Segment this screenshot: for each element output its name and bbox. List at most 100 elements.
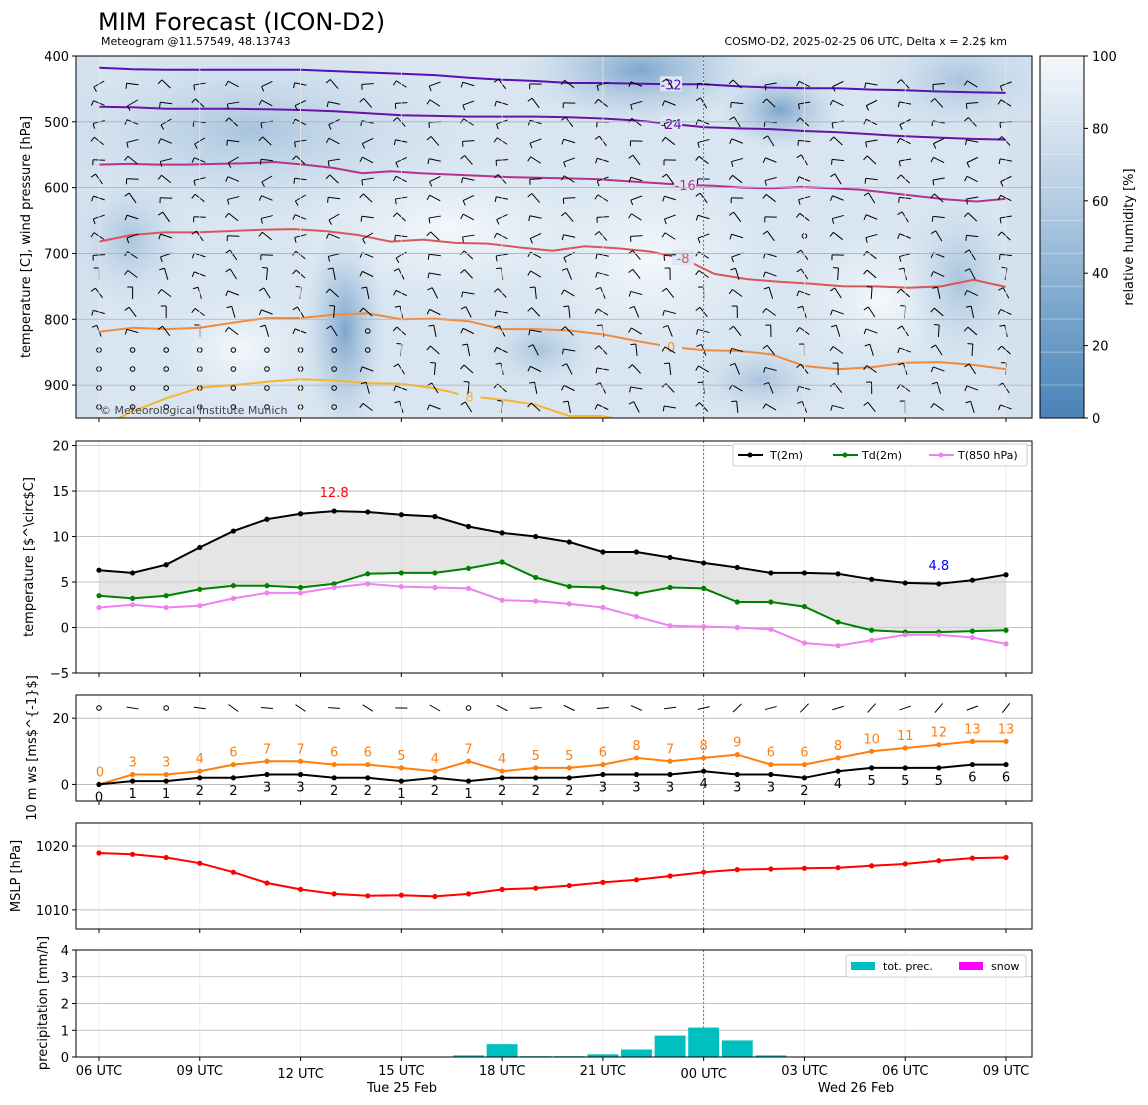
- series-point-0: [365, 509, 371, 515]
- wind-barb: [224, 326, 239, 336]
- wind-barb: [226, 305, 236, 318]
- wind-barb-flag: [796, 290, 800, 297]
- wind-barb: [863, 214, 878, 220]
- panel-temperature-yticks: −5 0 5 10 15 20: [50, 440, 76, 682]
- wind-barb: [830, 173, 842, 185]
- wind-barb: [763, 381, 774, 394]
- wind-barb-shaft: [765, 308, 776, 316]
- wind-barb-calm: [129, 404, 136, 410]
- mean-wind-point: [633, 771, 640, 778]
- wind-barb: [224, 212, 239, 222]
- precip-bar: [755, 1055, 787, 1057]
- wind-barb-flag: [796, 117, 801, 123]
- wind-barb-flag: [998, 404, 1001, 411]
- wind-barb-shaft: [462, 177, 475, 181]
- isotherm-label-bg: [674, 177, 697, 193]
- wind-barb-shaft: [162, 211, 171, 223]
- mslp-point: [197, 860, 203, 866]
- wind-barb: [461, 291, 475, 298]
- wind-barb-shaft: [937, 324, 940, 338]
- wind-barb: [863, 192, 876, 204]
- wind-barb-shaft: [932, 82, 945, 86]
- wind-barb-shaft: [464, 155, 473, 165]
- wind-barb-shaft: [734, 363, 740, 375]
- wind-barb-flag: [560, 175, 565, 181]
- wind-barb: [831, 214, 844, 224]
- gust-label: 3: [162, 756, 170, 771]
- wind-barb: [529, 286, 537, 300]
- wind-barb-shaft: [531, 97, 540, 109]
- wind-barb-flag: [560, 289, 565, 295]
- series-line-0: [98, 510, 1007, 585]
- wind-barb-flag: [527, 251, 531, 258]
- wind-barb-calm: [129, 366, 136, 372]
- mean-wind-point: [499, 775, 505, 781]
- wind-barb-flag: [359, 193, 364, 199]
- wind-barb: [124, 155, 138, 165]
- wind-barb-flag: [762, 230, 768, 235]
- wind-barb-flag: [696, 343, 702, 347]
- wind-barb-shaft: [362, 402, 373, 412]
- wind-barb-calm: [230, 385, 237, 391]
- series-line-1: [98, 560, 1007, 634]
- wind-barb: [629, 386, 643, 393]
- wind-barb-flag: [258, 231, 263, 237]
- wind-barb-flag: [494, 196, 497, 203]
- wind-barb-shaft: [933, 137, 945, 145]
- wind-barb-shaft: [127, 155, 138, 165]
- wind-barb: [360, 381, 370, 394]
- isotherm-label-bg: [458, 388, 481, 404]
- wind-barb: [561, 267, 573, 280]
- wind-barb-shaft: [264, 325, 270, 337]
- wind-barb: [461, 343, 471, 356]
- wind-barb-flag: [997, 195, 1002, 201]
- isotherm-layer: -32-24-16-808: [98, 66, 1007, 418]
- wind-barb-shaft: [261, 195, 273, 201]
- wind-barb-shaft: [832, 99, 844, 107]
- surface-barb: [732, 703, 742, 713]
- wind-barb-shaft: [731, 101, 744, 105]
- wind-barb: [325, 174, 339, 184]
- wind-barb-shaft: [966, 290, 979, 296]
- wind-barb-flag: [560, 212, 566, 217]
- wind-barb-flag: [932, 286, 938, 289]
- wind-barb-shaft: [328, 137, 340, 145]
- wind-barb-flag: [325, 137, 330, 144]
- wind-barb-shaft: [664, 309, 676, 315]
- wind-barb-shaft: [967, 212, 978, 222]
- wind-barb-shaft: [462, 213, 475, 221]
- wind-barb: [661, 136, 676, 146]
- temperature-legend: T(2m) Td(2m) T(850 hPa): [732, 443, 1028, 467]
- wind-barb: [126, 233, 139, 244]
- wind-barb-flag: [393, 175, 397, 182]
- mslp-point: [465, 891, 472, 897]
- colorbar-tick-label: 80: [1092, 122, 1109, 137]
- wind-barb: [964, 290, 979, 296]
- wind-barb-flag: [695, 215, 699, 221]
- wind-barb-flag: [226, 140, 228, 146]
- legend-td2m: Td(2m): [861, 449, 902, 462]
- wind-barb-flag: [930, 98, 936, 103]
- wind-barb-shaft: [428, 215, 441, 219]
- series-point-0: [96, 567, 102, 573]
- colorbar-tick-label: 20: [1092, 340, 1109, 355]
- wind-barb: [326, 233, 340, 239]
- y-tick-label: 700: [44, 247, 69, 262]
- wind-barb-flag: [561, 385, 565, 391]
- wind-barb-shaft: [431, 287, 439, 299]
- wind-barb-flag: [426, 309, 430, 315]
- wind-barb-shaft: [566, 363, 573, 375]
- wind-barb-shaft: [664, 405, 677, 409]
- wind-barb-flag: [964, 176, 968, 182]
- wind-barb: [728, 174, 743, 184]
- mean-wind-label: 2: [330, 784, 338, 799]
- wind-barb-flag: [126, 142, 129, 148]
- wind-barb-flag: [394, 400, 400, 404]
- wind-barb: [763, 286, 774, 299]
- wind-barb-flag: [594, 308, 599, 314]
- mean-wind-label: 3: [733, 781, 741, 796]
- wind-barb-shaft: [768, 382, 774, 394]
- wind-barb-flag: [864, 178, 867, 184]
- wind-barb-flag: [695, 155, 700, 161]
- wind-barb-flag: [429, 181, 433, 187]
